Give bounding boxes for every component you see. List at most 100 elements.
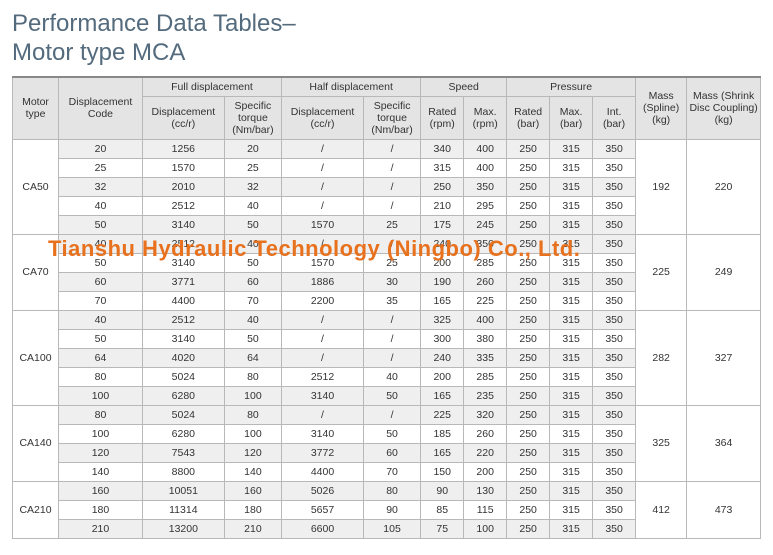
cell-half-disp-torque: 80: [363, 481, 420, 500]
cell-half-disp-torque: 50: [363, 424, 420, 443]
cell-mass-spline: 225: [636, 234, 687, 310]
cell-pressure-int: 350: [593, 196, 636, 215]
cell-speed-rated: 240: [421, 234, 464, 253]
cell-pressure-rated: 250: [507, 272, 550, 291]
cell-mass-spline: 282: [636, 310, 687, 405]
cell-half-disp-ccr: /: [282, 234, 364, 253]
cell-pressure-rated: 250: [507, 196, 550, 215]
cell-speed-rated: 165: [421, 291, 464, 310]
hdr-hd-disp: Displacement (cc/r): [282, 96, 364, 139]
page-title: Performance Data Tables– Motor type MCA: [12, 10, 761, 68]
cell-full-disp-ccr: 5024: [142, 367, 224, 386]
cell-half-disp-ccr: /: [282, 158, 364, 177]
cell-speed-max: 335: [464, 348, 507, 367]
cell-pressure-max: 315: [550, 500, 593, 519]
cell-disp-code: 50: [59, 329, 143, 348]
cell-pressure-int: 350: [593, 405, 636, 424]
cell-pressure-int: 350: [593, 519, 636, 538]
cell-pressure-int: 350: [593, 329, 636, 348]
cell-pressure-max: 315: [550, 215, 593, 234]
cell-half-disp-torque: /: [363, 139, 420, 158]
cell-speed-max: 100: [464, 519, 507, 538]
cell-pressure-int: 350: [593, 291, 636, 310]
cell-pressure-max: 315: [550, 405, 593, 424]
cell-pressure-int: 350: [593, 348, 636, 367]
cell-speed-max: 380: [464, 329, 507, 348]
table-body: CA5020125620//34040025031535019222025157…: [13, 139, 761, 538]
cell-half-disp-ccr: 1886: [282, 272, 364, 291]
cell-full-disp-torque: 60: [224, 272, 281, 291]
cell-pressure-int: 350: [593, 462, 636, 481]
cell-full-disp-torque: 180: [224, 500, 281, 519]
cell-pressure-max: 315: [550, 291, 593, 310]
cell-disp-code: 50: [59, 215, 143, 234]
cell-full-disp-ccr: 11314: [142, 500, 224, 519]
cell-mass-spline: 412: [636, 481, 687, 538]
cell-disp-code: 180: [59, 500, 143, 519]
cell-pressure-max: 315: [550, 348, 593, 367]
cell-full-disp-ccr: 2512: [142, 310, 224, 329]
cell-full-disp-ccr: 13200: [142, 519, 224, 538]
cell-half-disp-ccr: 1570: [282, 253, 364, 272]
cell-pressure-int: 350: [593, 177, 636, 196]
cell-motor-type: CA70: [13, 234, 59, 310]
cell-pressure-rated: 250: [507, 462, 550, 481]
cell-speed-max: 260: [464, 272, 507, 291]
hdr-sp-max: Max. (rpm): [464, 96, 507, 139]
cell-mass-spline: 325: [636, 405, 687, 481]
cell-full-disp-ccr: 2512: [142, 196, 224, 215]
cell-pressure-max: 315: [550, 424, 593, 443]
cell-pressure-max: 315: [550, 272, 593, 291]
cell-pressure-int: 350: [593, 253, 636, 272]
cell-pressure-max: 315: [550, 253, 593, 272]
cell-motor-type: CA100: [13, 310, 59, 405]
cell-disp-code: 100: [59, 386, 143, 405]
cell-disp-code: 120: [59, 443, 143, 462]
cell-pressure-max: 315: [550, 158, 593, 177]
cell-disp-code: 20: [59, 139, 143, 158]
cell-half-disp-ccr: /: [282, 405, 364, 424]
cell-speed-rated: 185: [421, 424, 464, 443]
cell-full-disp-torque: 40: [224, 310, 281, 329]
cell-pressure-max: 315: [550, 196, 593, 215]
cell-pressure-rated: 250: [507, 139, 550, 158]
cell-pressure-max: 315: [550, 481, 593, 500]
cell-full-disp-ccr: 3140: [142, 253, 224, 272]
cell-full-disp-ccr: 2512: [142, 234, 224, 253]
cell-speed-rated: 210: [421, 196, 464, 215]
cell-full-disp-ccr: 2010: [142, 177, 224, 196]
cell-pressure-rated: 250: [507, 215, 550, 234]
cell-pressure-max: 315: [550, 139, 593, 158]
cell-motor-type: CA140: [13, 405, 59, 481]
cell-full-disp-torque: 50: [224, 253, 281, 272]
cell-speed-rated: 150: [421, 462, 464, 481]
hdr-disp-code: Displacement Code: [59, 77, 143, 140]
cell-speed-max: 220: [464, 443, 507, 462]
cell-pressure-rated: 250: [507, 291, 550, 310]
cell-pressure-rated: 250: [507, 367, 550, 386]
cell-speed-rated: 190: [421, 272, 464, 291]
table-row: CA7040251240//240350250315350225249: [13, 234, 761, 253]
cell-pressure-int: 350: [593, 424, 636, 443]
cell-motor-type: CA50: [13, 139, 59, 234]
cell-half-disp-ccr: 3772: [282, 443, 364, 462]
cell-half-disp-ccr: 6600: [282, 519, 364, 538]
title-line-1: Performance Data Tables–: [12, 10, 296, 37]
cell-full-disp-ccr: 8800: [142, 462, 224, 481]
cell-disp-code: 100: [59, 424, 143, 443]
cell-half-disp-ccr: 5657: [282, 500, 364, 519]
cell-pressure-max: 315: [550, 367, 593, 386]
cell-pressure-max: 315: [550, 462, 593, 481]
cell-speed-rated: 175: [421, 215, 464, 234]
cell-full-disp-torque: 140: [224, 462, 281, 481]
hdr-hd-torq: Specific torque (Nm/bar): [363, 96, 420, 139]
cell-pressure-rated: 250: [507, 177, 550, 196]
cell-full-disp-torque: 25: [224, 158, 281, 177]
cell-speed-max: 200: [464, 462, 507, 481]
cell-speed-rated: 315: [421, 158, 464, 177]
cell-half-disp-torque: 40: [363, 367, 420, 386]
table-header: Motor type Displacement Code Full displa…: [13, 77, 761, 140]
cell-pressure-rated: 250: [507, 234, 550, 253]
hdr-mass-shrink: Mass (Shrink Disc Coupling) (kg): [687, 77, 761, 140]
cell-disp-code: 160: [59, 481, 143, 500]
